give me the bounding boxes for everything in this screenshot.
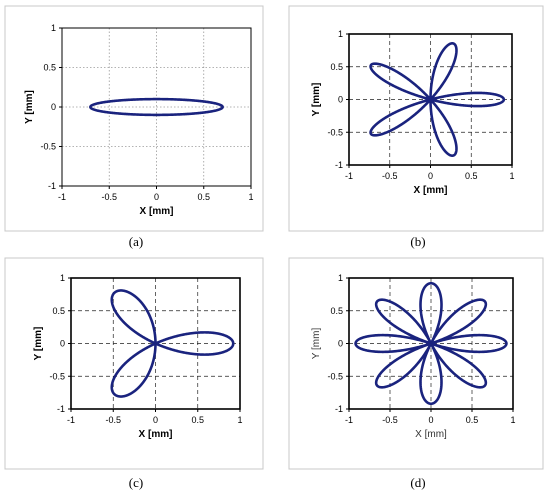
y-tick-label: 0.5 — [330, 62, 343, 72]
y-tick-label: 1 — [51, 23, 56, 33]
x-axis-label: X [mm] — [415, 429, 447, 440]
x-tick-label: 0.5 — [465, 171, 478, 181]
x-tick-label: -0.5 — [105, 415, 121, 425]
x-tick-label: -1 — [67, 415, 75, 425]
y-tick-label: -1 — [57, 404, 65, 414]
x-tick-label: 0 — [153, 415, 158, 425]
y-tick-label: -1 — [335, 160, 343, 170]
x-tick-label: 1 — [248, 192, 253, 202]
y-axis-label: Y [mm] — [24, 90, 35, 124]
caption-c: (c) — [129, 475, 143, 490]
x-axis-label: X [mm] — [139, 429, 173, 440]
chart-panel-d: -1 -0.5 0 0.5 1 1 0.5 0 -0.5 -1 X [mm] Y [mm] — [288, 257, 544, 470]
x-tick-label: 0 — [154, 192, 159, 202]
x-tick-label: 0.5 — [466, 415, 479, 425]
y-tick-label: -0.5 — [327, 371, 343, 381]
y-tick-label: 0.5 — [330, 306, 343, 316]
x-axis-label: X [mm] — [140, 206, 174, 217]
y-tick-label: -0.5 — [327, 127, 343, 137]
y-tick-label: 1 — [338, 29, 343, 39]
chart-panel-a: -1 -0.5 0 0.5 1 1 0.5 0 -0.5 -1 X [mm] Y [mm] — [4, 5, 264, 232]
x-tick-label: -0.5 — [382, 171, 398, 181]
panel-border — [4, 257, 264, 470]
chart-panel-c: -1 -0.5 0 0.5 1 1 0.5 0 -0.5 -1 X [mm] Y [mm] — [4, 257, 264, 470]
series-line — [89, 97, 224, 117]
caption-a: (a) — [129, 234, 143, 249]
x-tick-label: 0.5 — [191, 415, 204, 425]
x-tick-label: 0 — [428, 171, 433, 181]
y-tick-label: 1 — [60, 273, 65, 283]
x-tick-label: -0.5 — [382, 415, 398, 425]
y-tick-label: 0.5 — [52, 306, 65, 316]
y-axis-label: Y [mm] — [311, 83, 322, 117]
series-line — [354, 281, 508, 406]
x-tick-label: 1 — [510, 415, 515, 425]
panel-border — [288, 5, 544, 232]
x-tick-label: 1 — [509, 171, 514, 181]
y-axis-label: Y [mm] — [311, 328, 322, 360]
x-tick-label: 1 — [237, 415, 242, 425]
x-tick-label: -1 — [345, 415, 353, 425]
y-tick-label: 0 — [51, 102, 56, 112]
x-tick-label: -1 — [58, 192, 66, 202]
caption-d: (d) — [410, 475, 425, 490]
y-tick-label: 0 — [338, 95, 343, 105]
y-tick-label: -0.5 — [49, 371, 65, 381]
y-tick-label: -0.5 — [40, 142, 56, 152]
y-tick-label: 0.5 — [43, 63, 56, 73]
y-axis-label: Y [mm] — [33, 327, 44, 361]
x-tick-label: 0.5 — [197, 192, 210, 202]
x-tick-label: 0 — [428, 415, 433, 425]
chart-panel-b: -1 -0.5 0 0.5 1 1 0.5 0 -0.5 -1 X [mm] Y [mm] — [288, 5, 544, 232]
caption-b: (b) — [410, 234, 425, 249]
x-tick-label: -1 — [345, 171, 353, 181]
y-tick-label: 0 — [338, 339, 343, 349]
y-tick-label: 1 — [338, 273, 343, 283]
y-tick-label: -1 — [335, 404, 343, 414]
series-line — [110, 289, 235, 398]
panel-border — [4, 5, 264, 232]
y-tick-label: -1 — [48, 181, 56, 191]
x-axis-label: X [mm] — [414, 185, 448, 196]
y-tick-label: 0 — [60, 339, 65, 349]
x-tick-label: -0.5 — [101, 192, 117, 202]
series-line — [369, 42, 506, 157]
